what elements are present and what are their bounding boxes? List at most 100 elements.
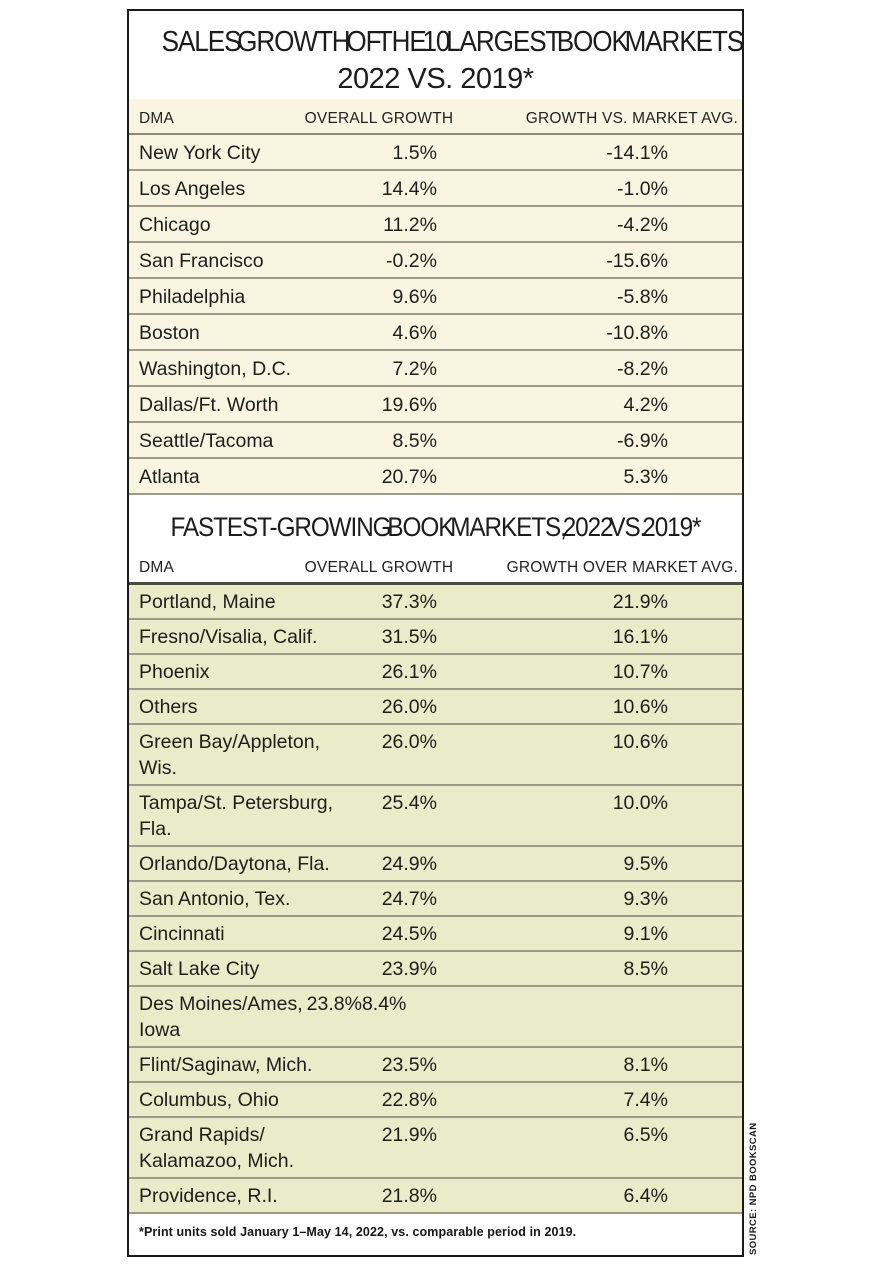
dma-cell: Salt Lake City	[139, 958, 260, 980]
overall-growth-cell: 24.7%	[381, 888, 437, 910]
overall-growth-cell: 1.5%	[392, 142, 437, 164]
overall-growth-cell: 21.8%	[381, 1185, 437, 1207]
table-row: Salt Lake City 23.9% 8.5%	[129, 952, 742, 987]
column-header-dma: DMA	[139, 559, 175, 576]
table-row: Seattle/Tacoma 8.5% -6.9%	[129, 423, 742, 459]
overall-growth-cell: 7.2%	[392, 358, 437, 380]
table1-title-block: SALES GROWTH OF THE 10 LARGEST BOOK MARK…	[129, 11, 742, 99]
overall-growth-cell: 20.7%	[381, 466, 437, 488]
table2-title-text: FASTEST-GROWING BOOK MARKETS, 2022 VS. 2…	[170, 512, 702, 542]
dma-cell: Fresno/Visalia, Calif.	[139, 626, 318, 648]
dma-cell: Phoenix	[139, 661, 210, 683]
dma-cell: Portland, Maine	[139, 591, 276, 613]
table-row: Boston 4.6% -10.8%	[129, 315, 742, 351]
market-avg-cell: -10.8%	[606, 322, 668, 344]
overall-growth-cell: 21.9%	[381, 1124, 437, 1146]
table-row: Fresno/Visalia, Calif. 31.5% 16.1%	[129, 620, 742, 655]
column-header-dma: DMA	[139, 110, 175, 127]
overall-growth-cell: 23.8%	[306, 993, 362, 1015]
table1-title-line2: 2022 VS. 2019*	[337, 63, 534, 95]
table-row: Flint/Saginaw, Mich. 23.5% 8.1%	[129, 1048, 742, 1083]
market-avg-cell: 10.7%	[612, 661, 668, 683]
overall-growth-cell: 4.6%	[392, 322, 437, 344]
market-avg-cell: 10.0%	[612, 792, 668, 814]
table-row: Portland, Maine 37.3% 21.9%	[129, 585, 742, 620]
dma-cell: Boston	[139, 322, 200, 344]
table2-title: FASTEST-GROWING BOOK MARKETS, 2022 VS. 2…	[129, 509, 742, 545]
dma-cell: Chicago	[139, 214, 211, 236]
dma-cell: Green Bay/Appleton, Wis.	[139, 731, 321, 779]
dma-cell: Tampa/St. Petersburg, Fla.	[139, 792, 334, 840]
overall-growth-cell: -0.2%	[386, 250, 437, 272]
dma-cell: Providence, R.I.	[139, 1185, 278, 1207]
dma-cell: Seattle/Tacoma	[139, 430, 274, 452]
market-avg-cell: -4.2%	[617, 214, 668, 236]
market-avg-cell: 6.4%	[623, 1185, 668, 1207]
overall-growth-cell: 23.9%	[381, 958, 437, 980]
table-row: Grand Rapids/ Kalamazoo, Mich. 21.9% 6.5%	[129, 1118, 742, 1179]
market-avg-cell: 9.5%	[623, 853, 668, 875]
table-row: Orlando/Daytona, Fla. 24.9% 9.5%	[129, 847, 742, 882]
overall-growth-cell: 26.0%	[381, 731, 437, 753]
overall-growth-cell: 24.5%	[381, 923, 437, 945]
dma-cell: Los Angeles	[139, 178, 246, 200]
market-avg-cell: 7.4%	[623, 1089, 668, 1111]
table-row: Others 26.0% 10.6%	[129, 690, 742, 725]
dma-cell: Columbus, Ohio	[139, 1089, 279, 1111]
column-header-growth-over-market-avg: GROWTH OVER MARKET AVG.	[506, 559, 738, 576]
dma-cell: Orlando/Daytona, Fla.	[139, 853, 330, 875]
table-row: Providence, R.I. 21.8% 6.4%	[129, 1179, 742, 1214]
source-label: SOURCE: NPD BOOKSCAN	[748, 1122, 759, 1255]
overall-growth-cell: 14.4%	[381, 178, 437, 200]
dma-cell: Atlanta	[139, 466, 200, 488]
overall-growth-cell: 26.1%	[381, 661, 437, 683]
table-row: Phoenix 26.1% 10.7%	[129, 655, 742, 690]
table2-title-block: FASTEST-GROWING BOOK MARKETS, 2022 VS. 2…	[129, 509, 742, 545]
overall-growth-cell: 8.5%	[392, 430, 437, 452]
overall-growth-cell: 25.4%	[381, 792, 437, 814]
dma-cell: Philadelphia	[139, 286, 246, 308]
fastest-growing-body: Portland, Maine 37.3% 21.9% Fresno/Visalia,…	[129, 585, 742, 1214]
market-avg-cell: -8.2%	[617, 358, 668, 380]
market-avg-cell: -14.1%	[606, 142, 668, 164]
largest-markets-header-row: DMA OVERALL GROWTH GROWTH VS. MARKET AVG…	[129, 99, 742, 135]
table-row: Los Angeles 14.4% -1.0%	[129, 171, 742, 207]
column-header-growth-vs-market-avg: GROWTH VS. MARKET AVG.	[525, 110, 738, 127]
market-avg-cell: 8.1%	[623, 1054, 668, 1076]
table-row: Dallas/Ft. Worth 19.6% 4.2%	[129, 387, 742, 423]
market-avg-cell: -6.9%	[617, 430, 668, 452]
overall-growth-cell: 19.6%	[381, 394, 437, 416]
market-avg-cell: 4.2%	[623, 394, 668, 416]
dma-cell: New York City	[139, 142, 261, 164]
table-row: Chicago 11.2% -4.2%	[129, 207, 742, 243]
fastest-growing-table: DMA OVERALL GROWTH GROWTH OVER MARKET AV…	[129, 551, 742, 1214]
table-row: Des Moines/Ames, Iowa 23.8% 8.4%	[129, 987, 742, 1048]
market-avg-cell: 8.5%	[623, 958, 668, 980]
table1-title-line1-text: SALES GROWTH OF THE 10 LARGEST BOOK MARK…	[161, 26, 744, 58]
market-avg-cell: 6.5%	[623, 1124, 668, 1146]
market-avg-cell: 8.4%	[361, 993, 407, 1015]
dma-cell: Grand Rapids/ Kalamazoo, Mich.	[139, 1124, 294, 1172]
dma-cell: Flint/Saginaw, Mich.	[139, 1054, 313, 1076]
table-row: Washington, D.C. 7.2% -8.2%	[129, 351, 742, 387]
table-row: Cincinnati 24.5% 9.1%	[129, 917, 742, 952]
table-row: Columbus, Ohio 22.8% 7.4%	[129, 1083, 742, 1118]
dma-cell: San Francisco	[139, 250, 264, 272]
infographic-panel: SALES GROWTH OF THE 10 LARGEST BOOK MARK…	[127, 9, 744, 1257]
overall-growth-cell: 37.3%	[381, 591, 437, 613]
dma-cell: Others	[139, 696, 198, 718]
overall-growth-cell: 26.0%	[381, 696, 437, 718]
dma-cell: Washington, D.C.	[139, 358, 292, 380]
table-row: San Francisco -0.2% -15.6%	[129, 243, 742, 279]
table-row: Tampa/St. Petersburg, Fla. 25.4% 10.0%	[129, 786, 742, 847]
dma-cell: Des Moines/Ames, Iowa	[139, 993, 303, 1041]
table-row: Green Bay/Appleton, Wis. 26.0% 10.6%	[129, 725, 742, 786]
market-avg-cell: 21.9%	[612, 591, 668, 613]
table1-title-line1: SALES GROWTH OF THE 10 LARGEST BOOK MARK…	[129, 26, 742, 59]
market-avg-cell: -5.8%	[617, 286, 668, 308]
column-header-overall-growth: OVERALL GROWTH	[304, 559, 454, 576]
overall-growth-cell: 31.5%	[381, 626, 437, 648]
dma-cell: Dallas/Ft. Worth	[139, 394, 279, 416]
fastest-growing-header-row: DMA OVERALL GROWTH GROWTH OVER MARKET AV…	[129, 551, 742, 585]
market-avg-cell: 10.6%	[612, 731, 668, 753]
